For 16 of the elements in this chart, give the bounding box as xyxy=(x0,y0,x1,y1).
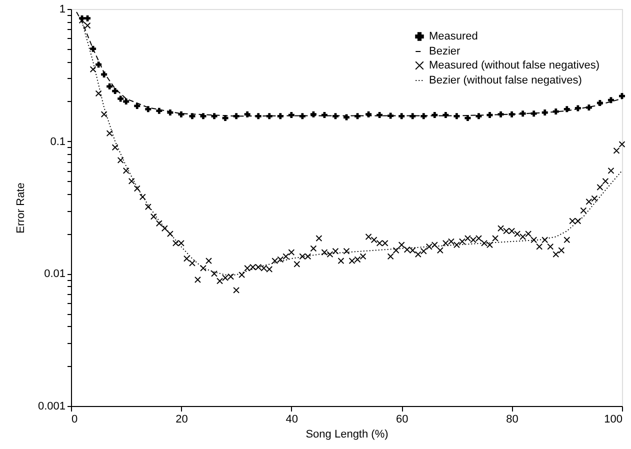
legend-label: Measured xyxy=(429,30,478,42)
x-tick-label: 20 xyxy=(176,414,188,426)
y-tick-label: 1 xyxy=(59,4,66,16)
x-tick-label: 100 xyxy=(604,414,622,426)
legend-label: Measured (without false negatives) xyxy=(429,60,600,72)
legend-label: Bezier xyxy=(429,46,461,58)
legend-label: Bezier (without false negatives) xyxy=(429,74,582,86)
x-tick-label: 60 xyxy=(396,414,408,426)
y-tick-label: 0.001 xyxy=(38,400,66,412)
x-axis-title: Song Length (%) xyxy=(306,428,388,440)
y-tick-label: 0.1 xyxy=(50,136,66,148)
y-axis-title: Error Rate xyxy=(14,182,27,234)
x-tick-label: 0 xyxy=(72,414,78,426)
x-tick-label: 80 xyxy=(506,414,518,426)
y-tick-label: 0.01 xyxy=(44,268,66,280)
x-tick-label: 40 xyxy=(286,414,298,426)
